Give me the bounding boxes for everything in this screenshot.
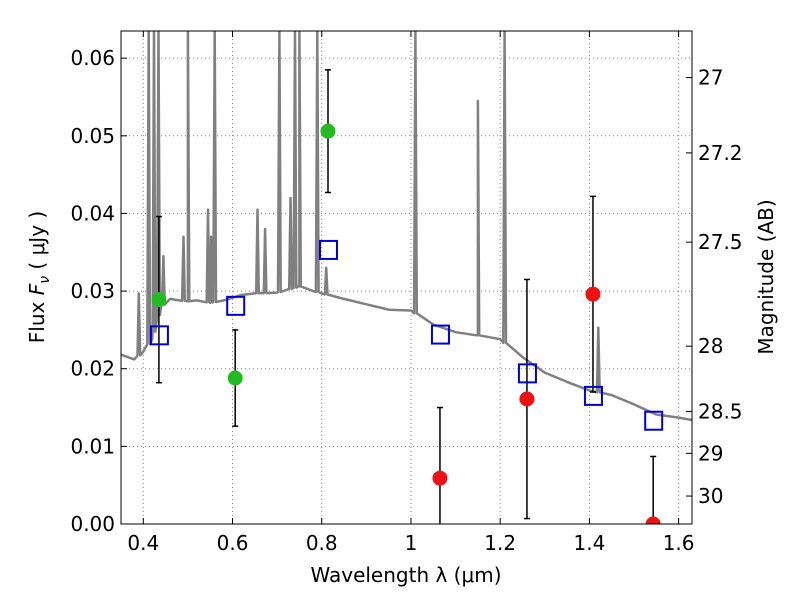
model-photometry-square	[430, 324, 450, 345]
detection-point	[320, 123, 336, 139]
x-tick-label: 0.6	[217, 531, 249, 555]
y-tick-label: 0.06	[70, 46, 115, 70]
model-photometry-square	[644, 410, 664, 431]
model-photometry-square	[583, 385, 603, 406]
right-tick-label: 30	[698, 484, 723, 508]
model-spectrum-line	[121, 31, 692, 422]
model-spectrum-layer	[121, 31, 692, 422]
y-tick-label: 0.01	[70, 434, 115, 458]
model-photometry-square	[149, 325, 169, 346]
detection-point	[227, 370, 243, 386]
errorbar-layer	[155, 69, 657, 524]
right-tick-label: 27.2	[698, 141, 743, 165]
y-axis-label-prefix: Flux	[25, 295, 49, 343]
marker-layer	[149, 123, 664, 524]
ticks: 0.4 0.6 0.8 1 1.2 1.4 1.6 0.00 0.01 0.02 0.03 0.04 0…	[70, 31, 743, 555]
y-axis-label-suffix: ( μJy )	[25, 211, 49, 276]
model-photometry-square	[226, 295, 246, 316]
right-tick-label: 27.5	[698, 230, 743, 254]
y-tick-label: 0.02	[70, 357, 115, 381]
right-tick-label: 28	[698, 334, 723, 358]
y-tick-label: 0.03	[70, 279, 115, 303]
x-tick-label: 0.8	[306, 531, 338, 555]
nondetection-point	[645, 516, 661, 524]
right-tick-label: 27	[698, 66, 723, 90]
x-tick-label: 0.4	[127, 531, 159, 555]
nondetection-point	[432, 470, 448, 486]
right-tick-label: 29	[698, 441, 723, 465]
y-axis-label-subscript: ν	[37, 276, 53, 284]
y-tick-label: 0.05	[70, 124, 115, 148]
x-tick-label: 1.4	[573, 531, 605, 555]
model-photometry-square	[318, 239, 338, 260]
y-axis-label-symbol: F	[25, 283, 49, 295]
plot-frame	[120, 30, 693, 525]
y-axis-label: Flux Fν ( μJy )	[25, 211, 53, 343]
nondetection-point	[585, 286, 601, 302]
model-photometry-square	[517, 363, 537, 384]
x-axis-label: Wavelength λ (μm)	[310, 563, 501, 587]
y-tick-label: 0.04	[70, 201, 115, 225]
x-tick-label: 1	[405, 531, 418, 555]
x-tick-label: 1.6	[663, 531, 695, 555]
detection-point	[151, 292, 167, 308]
nondetection-point	[519, 391, 535, 407]
y-tick-label: 0.00	[70, 512, 115, 536]
right-axis-label: Magnitude (AB)	[754, 199, 778, 354]
right-tick-label: 28.5	[698, 399, 743, 423]
x-tick-label: 1.2	[484, 531, 516, 555]
